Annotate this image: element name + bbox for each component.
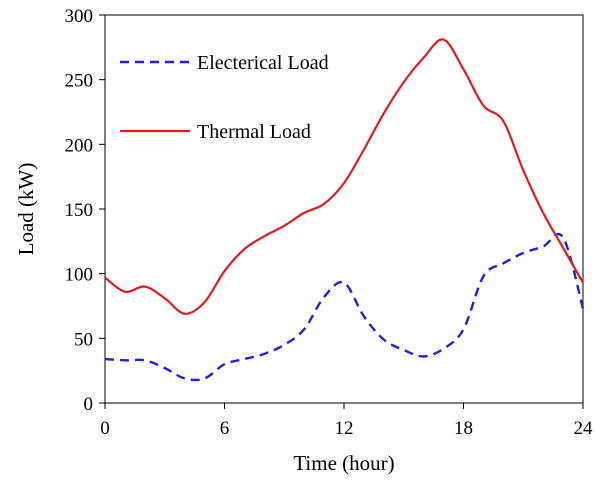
y-tick-label: 300 bbox=[65, 6, 94, 27]
legend-label: Electerical Load bbox=[197, 52, 329, 74]
legend-label: Thermal Load bbox=[197, 121, 311, 143]
legend: Electerical Load Thermal Load bbox=[120, 52, 329, 143]
series-line-thermal-load bbox=[104, 38, 584, 315]
plot-border bbox=[104, 14, 584, 404]
x-axis-title: Time (hour) bbox=[293, 451, 394, 475]
y-tick-label: 200 bbox=[65, 135, 94, 156]
x-tick-label: 0 bbox=[100, 418, 110, 439]
plot-area bbox=[104, 14, 584, 404]
ticks-layer: 0 6 12 18 24 0 50 100 150 200 250 300 bbox=[65, 6, 594, 439]
y-tick-label: 0 bbox=[84, 394, 94, 415]
x-tick-label: 12 bbox=[335, 418, 354, 439]
series-line-electrical-load bbox=[104, 232, 585, 382]
y-tick-label: 50 bbox=[74, 329, 93, 350]
y-tick-label: 150 bbox=[65, 200, 94, 221]
y-axis-title: Load (kW) bbox=[14, 163, 38, 256]
y-tick-label: 250 bbox=[65, 71, 94, 92]
y-tick-label: 100 bbox=[65, 265, 94, 286]
x-tick-label: 6 bbox=[220, 418, 230, 439]
x-tick-label: 24 bbox=[574, 418, 594, 439]
series-layer bbox=[104, 38, 585, 382]
x-tick-label: 18 bbox=[454, 418, 473, 439]
